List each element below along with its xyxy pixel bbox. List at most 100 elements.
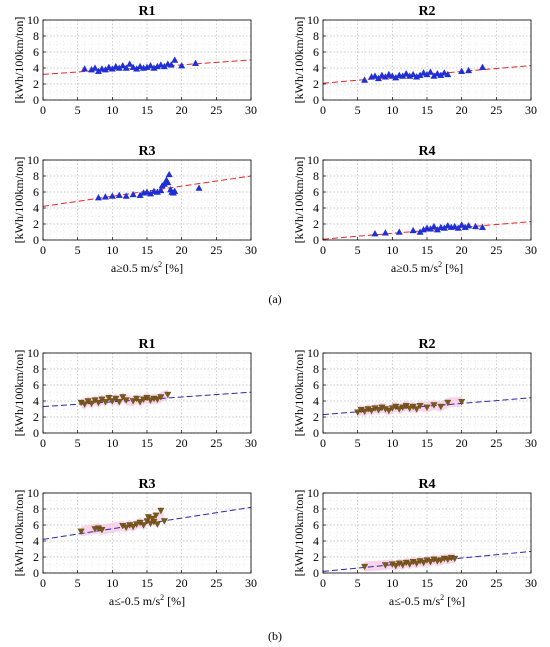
chart-b-r3-trend-line [42, 506, 252, 540]
chart-b-r2-point [395, 406, 403, 413]
chart-a-r3-xlabel: a≥0.5 m/s2 [%] [111, 260, 183, 275]
chart-b-r1-point [164, 391, 172, 399]
chart-a-r1-point [119, 61, 127, 69]
chart-b-r1-point [81, 401, 89, 408]
chart-b-r3-ytick-label: 10 [27, 486, 39, 500]
chart-b-r1-point [105, 395, 113, 402]
chart-b-r1-ylabel: [kWh/100km/ton] [12, 350, 26, 437]
chart-b-r2-xtick-label: 0 [320, 436, 326, 450]
chart-a-r4-point [458, 221, 466, 228]
chart-b-r2-point [416, 403, 424, 410]
chart-a-r3-xtick-label: 15 [141, 243, 153, 257]
chart-b-r2-point [444, 399, 452, 407]
chart-b-r3-xtick-label: 5 [75, 576, 81, 590]
chart-a-r4-xtick-label: 20 [456, 243, 468, 257]
chart-a-r4-point [471, 222, 480, 230]
chart-b-r2-point [361, 408, 369, 416]
chart-b-r3-xlabel: a≤-0.5 m/s2 [%] [109, 593, 185, 608]
chart-b-r1-point [112, 395, 120, 403]
chart-a-r1-point [122, 64, 130, 71]
chart-b-r4-point [413, 560, 421, 568]
chart-b-r3-point [160, 518, 168, 525]
chart-a-r1-title: R1 [138, 4, 155, 19]
chart-a-r3-xtick-label: 25 [210, 243, 222, 257]
chart-a-r4-xtick-label: 0 [320, 243, 326, 257]
chart-a-r2-point [402, 69, 410, 77]
chart-a-r1-point [146, 61, 155, 69]
chart-a-r3-trend-line [42, 175, 252, 207]
chart-a-r2-point [458, 67, 466, 74]
chart-a-r4-point [478, 223, 487, 230]
chart-b-r3-ytick-label: 0 [33, 566, 39, 580]
chart-a-r2-xtick-label: 0 [320, 103, 326, 117]
chart-a-r1-ylabel: [kWh/100km/ton] [12, 17, 26, 104]
chart-b-r2-point [430, 402, 438, 409]
chart-b-r1-point [133, 395, 141, 403]
chart-b-r1-point [108, 398, 116, 405]
chart-a-r2-point [444, 70, 452, 78]
chart-b-r3-xtick-label: 10 [106, 576, 118, 590]
chart-b-r1-xtick-label: 15 [141, 436, 153, 450]
chart-b-r1-point [146, 397, 155, 404]
chart-b-r2-xtick-label: 25 [490, 436, 502, 450]
chart-b-r4-point [426, 559, 435, 566]
chart-a-r3-point [143, 188, 151, 195]
chart-b-r4-point [406, 561, 414, 568]
chart-b-r1-xtick-label: 30 [245, 436, 257, 450]
chart-b-r1-point [129, 398, 137, 405]
chart-a-r2-ytick-label: 6 [313, 45, 319, 59]
chart-a-r1-point [81, 65, 89, 72]
chart-b-r4-xtick-label: 0 [320, 576, 326, 590]
chart-a-r2-ylabel: [kWh/100km/ton] [292, 17, 306, 104]
chart-a-r4-xtick-label: 10 [386, 243, 398, 257]
chart-b-r3-xtick-label: 15 [141, 576, 153, 590]
chart-a-r4-ytick-label: 10 [307, 153, 319, 167]
chart-b-r3-xtick-label: 25 [210, 576, 222, 590]
chart-a-r3-ytick-label: 0 [33, 233, 39, 247]
chart-b-r3-point [122, 524, 130, 532]
chart-a-r4-ytick-label: 4 [313, 201, 319, 215]
chart-a-r1-point [112, 62, 120, 70]
chart-a-r4-point [454, 224, 462, 231]
chart-b-r2-xtick-label: 10 [386, 436, 398, 450]
chart-a-r3-ytick-label: 8 [33, 169, 39, 183]
chart-a-r2-point [433, 69, 441, 77]
chart-a-r3-ytick-label: 2 [33, 217, 39, 231]
chart-b-r2-xtick-label: 15 [421, 436, 433, 450]
chart-a-r2-point [378, 71, 386, 78]
chart-a-r2-point [371, 72, 379, 79]
chart-a-r1-xtick-label: 0 [40, 103, 46, 117]
chart-b-r4-xlabel: a≤-0.5 m/s2 [%] [389, 593, 465, 608]
chart-b-r4-ytick-label: 10 [307, 486, 319, 500]
chart-a-r4-ytick-label: 6 [313, 185, 319, 199]
chart-a-r4-xlabel: a≥0.5 m/s2 [%] [391, 260, 463, 275]
chart-b-r1-xtick-label: 0 [40, 436, 46, 450]
chart-a-r2-point [374, 74, 383, 82]
chart-a-r3-title: R3 [138, 144, 155, 159]
chart-a-r1-ytick-label: 10 [27, 13, 39, 27]
chart-a-r3-point [101, 193, 109, 200]
chart-b-r3-title: R3 [138, 477, 155, 492]
chart-b-r4-point [381, 562, 389, 569]
chart-a-r1-xtick-label: 30 [245, 103, 257, 117]
chart-b-r2-point [406, 405, 414, 412]
chart-a-r1-xtick-label: 5 [75, 103, 81, 117]
chart-a-r4-point [409, 226, 417, 234]
chart-a-r4-ytick-label: 2 [313, 217, 319, 231]
chart-a-r3-point [115, 191, 123, 198]
chart-b-r1-ytick-label: 10 [27, 346, 39, 360]
chart-a-r4-point [395, 228, 403, 235]
chart-a-r4-title: R4 [418, 144, 435, 159]
chart-b-r2-xtick-label: 30 [525, 436, 537, 450]
chart-b-r1-point [115, 399, 123, 406]
chart-a-r2-point [385, 70, 393, 78]
chart-b-r1-xtick-label: 20 [176, 436, 188, 450]
chart-a-r3-xtick-label: 0 [40, 243, 46, 257]
chart-a-r4-point [381, 229, 389, 236]
chart-a-r4: 0 5 10 15 20 25 300246810R4[kWh/100km/ton]a≥0.… [292, 144, 537, 275]
chart-a-r1-point [91, 64, 99, 71]
chart-a-r2-ytick-label: 10 [307, 13, 319, 27]
